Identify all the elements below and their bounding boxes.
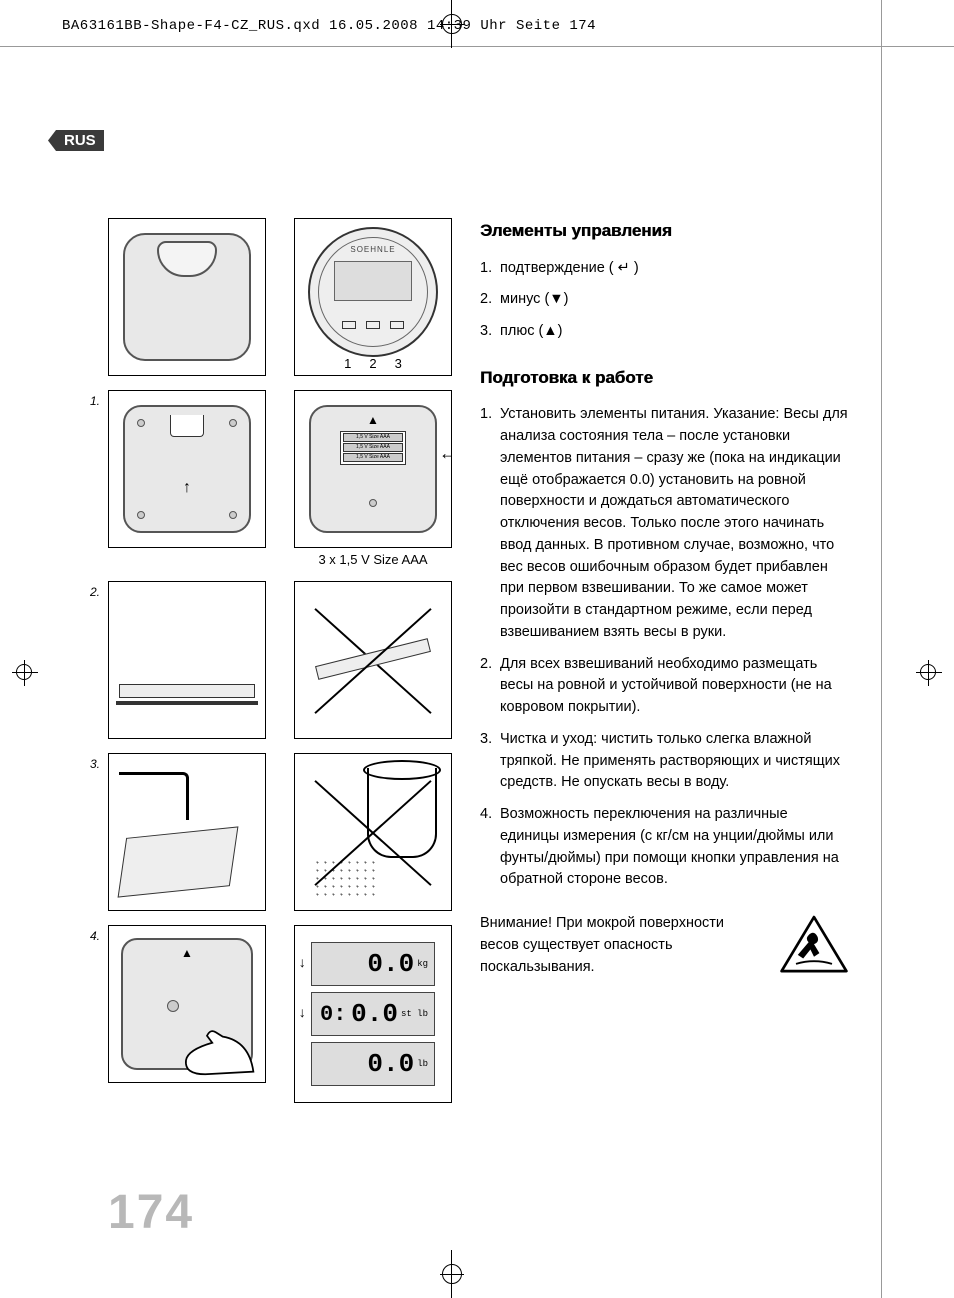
figure-tilted-surface-no xyxy=(294,581,452,739)
registration-mark xyxy=(916,660,942,686)
heading-preparation: Подготовка к работе xyxy=(480,365,850,391)
print-header: BA63161BB-Shape-F4-CZ_RUS.qxd 16.05.2008… xyxy=(62,18,596,34)
heading-controls: Элементы управления xyxy=(480,218,850,244)
figure-clean-cloth xyxy=(108,753,266,911)
figure-battery-insert: ▲ 1,5 V Size AAA 1,5 V Size AAA 1,5 V Si… xyxy=(294,390,452,548)
preparation-list: 1.Установить элементы питания. Указание:… xyxy=(480,404,850,891)
list-item-label: плюс (▲) xyxy=(500,323,562,339)
figure-column: SOEHNLE 1 2 3 1. ↑ xyxy=(108,218,458,1117)
list-item-label: Для всех взвешиваний необходимо размещат… xyxy=(500,656,832,716)
list-item-label: Установить элементы питания. Указание: В… xyxy=(500,406,848,640)
step-number: 1. xyxy=(90,394,100,408)
crop-mark-circle xyxy=(442,14,462,34)
step-number: 4. xyxy=(90,929,100,943)
controls-list: 1.подтверждение ( ↵ ) 2.минус (▼) 3.плюс… xyxy=(480,258,850,343)
figure-scale-back: ↑ xyxy=(108,390,266,548)
list-item-label: Чистка и уход: чистить только слегка вла… xyxy=(500,731,840,791)
list-item-label: минус (▼) xyxy=(500,291,568,307)
button-index-labels: 1 2 3 xyxy=(295,356,451,371)
trim-line xyxy=(881,0,882,1298)
step-number: 3. xyxy=(90,757,100,771)
page-number: 174 xyxy=(108,1185,194,1240)
step-number: 2. xyxy=(90,585,100,599)
battery-caption: 3 x 1,5 V Size AAA xyxy=(294,552,452,567)
warning-text: Внимание! При мокрой поверхности весов с… xyxy=(480,913,762,978)
brand-label: SOEHNLE xyxy=(310,245,436,254)
figure-lcd-units: ↓ 0.0kg ↓ 0: 0.0st lb 0.0lb xyxy=(294,925,452,1103)
crop-mark-circle xyxy=(442,1264,462,1284)
trim-line xyxy=(0,46,954,47)
language-badge: RUS xyxy=(56,130,104,151)
text-column: Элементы управления 1.подтверждение ( ↵ … xyxy=(480,218,850,978)
list-item-label: подтверждение ( ↵ ) xyxy=(500,260,639,276)
figure-no-immerse xyxy=(294,753,452,911)
slip-warning-icon xyxy=(778,913,850,977)
hand-icon xyxy=(169,1006,259,1076)
figure-unit-switch: ▲ xyxy=(108,925,266,1083)
figure-flat-surface-ok xyxy=(108,581,266,739)
figure-scale-front xyxy=(108,218,266,376)
registration-mark xyxy=(12,660,38,686)
list-item-label: Возможность переключения на различные ед… xyxy=(500,806,839,887)
figure-display-closeup: SOEHNLE 1 2 3 xyxy=(294,218,452,376)
